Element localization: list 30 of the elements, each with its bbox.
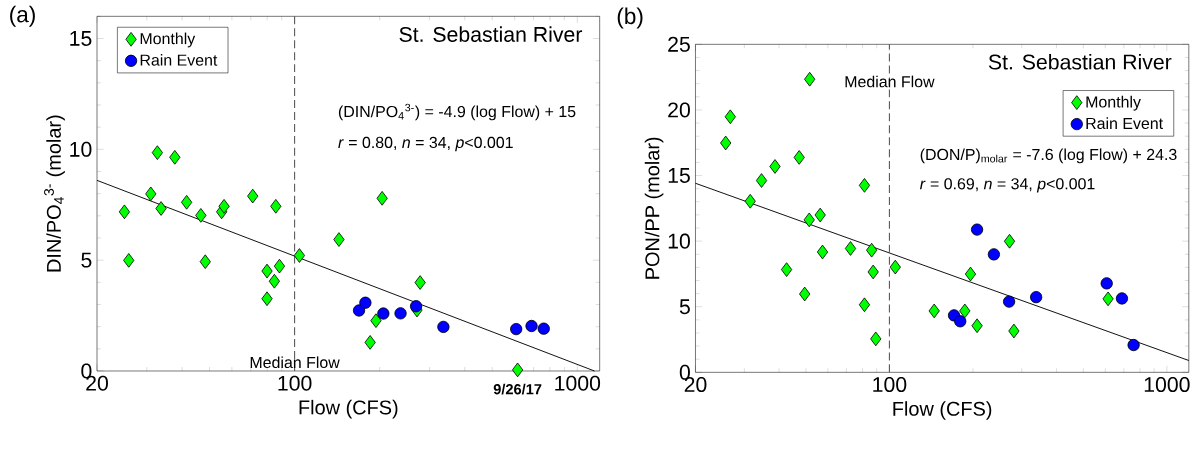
annotation: (DON/P)$_{molar}$ = -7.6 (log Flow) + 24.3 [920, 148, 1177, 164]
x-tick-label: 1000 [555, 375, 601, 391]
y-tick-label: 25 [668, 36, 690, 52]
text: (a) [10, 5, 35, 27]
x-axis-title: Flow (CFS) [893, 401, 992, 420]
x-axis-title: Flow (CFS) [299, 399, 398, 419]
y-tick-label: 5 [81, 252, 92, 268]
annotation: r = 0.69, n = 34, p<0.001 [919, 178, 1095, 193]
y-tick-label: 5 [679, 299, 690, 315]
y-tick-label: 15 [70, 31, 92, 46]
legend-label: Monthly [140, 32, 196, 48]
chart-title: St. Sebastian River [988, 53, 1172, 70]
annotation: (DIN/PO$_{4}$$^{3-}$) = -4.9 (log Flow) + 15 [338, 103, 576, 121]
legend-label: Rain Event [140, 54, 218, 66]
text: (b) [617, 7, 643, 29]
x-tick-label: 100 [873, 377, 907, 393]
y-tick-label: 20 [668, 102, 690, 118]
y-axis-title: DIN/PO$_{4}$$^{3-}$ (molar) [44, 115, 65, 272]
x-tick-label: 1000 [1144, 377, 1190, 393]
annotation: r = 0.80, n = 34, p<0.001 [338, 136, 513, 152]
legend-label: Rain Event [1086, 117, 1163, 130]
annotation: 9/26/17 [493, 383, 542, 395]
y-tick-label: 10 [70, 141, 92, 157]
legend-label: Monthly [1086, 95, 1141, 111]
x-tick-label: 100 [278, 375, 312, 391]
y-tick-label: 10 [668, 233, 690, 249]
y-axis-title: PON/PP (molar) [644, 137, 664, 279]
ref-line-label: Median Flow [250, 356, 340, 369]
chart-title: St. Sebastian River [399, 26, 583, 42]
y-tick-label: 15 [668, 168, 690, 183]
